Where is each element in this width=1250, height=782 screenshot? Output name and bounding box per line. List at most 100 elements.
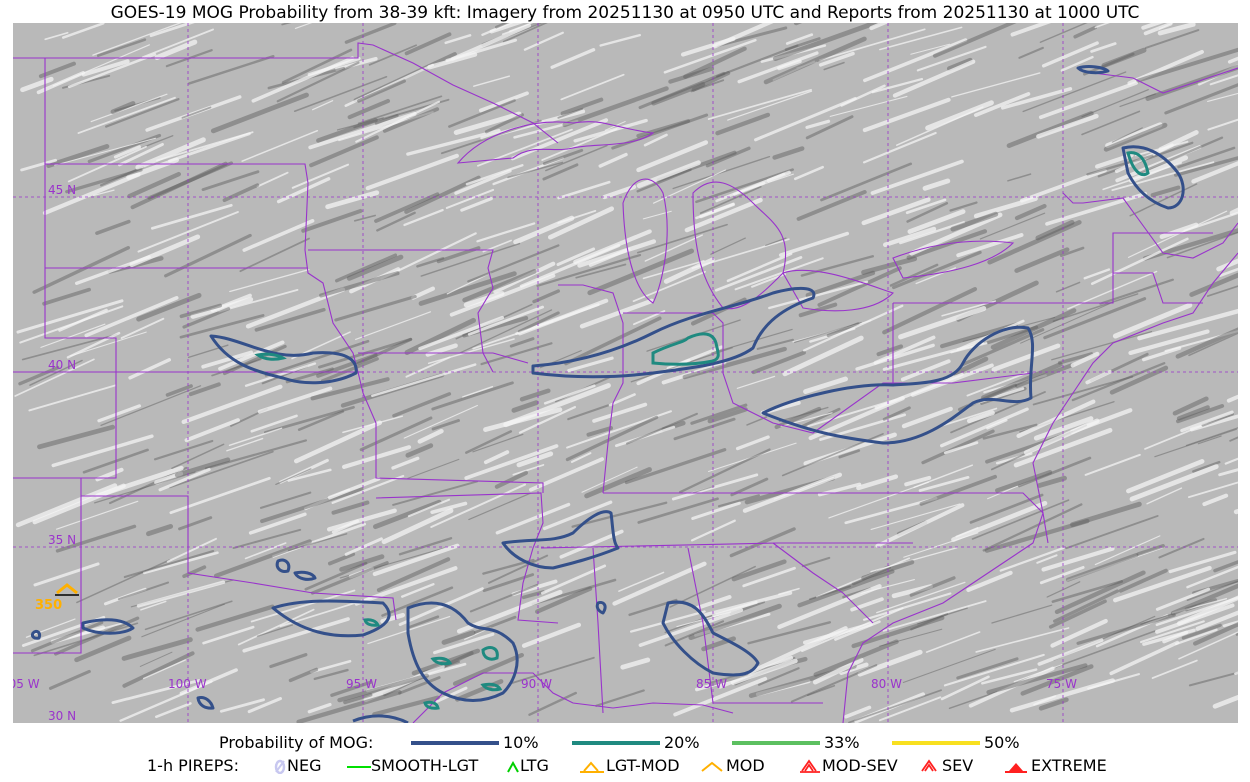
cloud-streak xyxy=(1186,580,1238,601)
cloud-streak xyxy=(100,385,202,426)
cloud-streak xyxy=(1007,173,1032,182)
cloud-streak xyxy=(1158,537,1205,559)
cloud-streak xyxy=(652,169,727,204)
legend-item-neg: NEG xyxy=(273,756,321,775)
cloud-streak xyxy=(509,337,535,348)
cloud-streak xyxy=(982,423,1038,440)
cloud-streak xyxy=(218,340,285,371)
cloud-streak xyxy=(123,549,215,579)
cloud-streak xyxy=(557,180,611,200)
cloud-streak xyxy=(760,44,827,63)
cloud-streak xyxy=(1127,210,1228,258)
cloud-streak xyxy=(111,679,201,705)
lat-label-40n: 40 N xyxy=(48,358,76,372)
cloud-streak xyxy=(460,197,493,212)
cloud-streak xyxy=(169,450,274,489)
cloud-streak xyxy=(293,75,388,112)
cloud-streak xyxy=(430,501,468,515)
cloud-streak xyxy=(643,133,668,147)
cloud-streak xyxy=(1176,595,1238,626)
imagery-background xyxy=(13,23,1238,723)
cloud-streak xyxy=(373,499,442,530)
cloud-streak xyxy=(848,689,942,723)
cloud-streak xyxy=(778,406,829,423)
cloud-streak xyxy=(955,527,979,538)
cloud-streak xyxy=(33,562,100,587)
cloud-streak xyxy=(96,38,147,57)
cloud-streak xyxy=(1066,547,1163,582)
legend-item-10pct: 10% xyxy=(411,733,539,752)
cloud-streak xyxy=(1083,268,1111,280)
probability-legend: Probability of MOG: 10% 20% 33% 50% xyxy=(0,733,1250,755)
cloud-streak xyxy=(756,338,794,350)
cloud-streak xyxy=(518,405,577,434)
cloud-streak xyxy=(418,315,505,351)
cloud-streak xyxy=(444,34,472,45)
cloud-streak xyxy=(1202,493,1229,507)
cloud-streak xyxy=(579,298,655,329)
cloud-streak xyxy=(178,516,213,531)
cloud-streak xyxy=(325,190,380,210)
cloud-streak xyxy=(571,501,668,528)
cloud-streak xyxy=(188,382,221,397)
cloud-streak xyxy=(672,155,771,190)
cloud-streak xyxy=(462,385,494,398)
cloud-streak xyxy=(1183,211,1238,232)
cloud-streak xyxy=(19,305,124,344)
cloud-streak xyxy=(127,171,182,199)
cloud-streak xyxy=(850,597,884,612)
cloud-streak xyxy=(320,357,379,383)
cloud-streak xyxy=(37,424,116,450)
cloud-streak xyxy=(75,255,151,285)
cloud-streak xyxy=(680,36,736,57)
cloud-streak xyxy=(181,106,212,119)
cloud-streak xyxy=(54,616,140,656)
cloud-streak xyxy=(121,637,193,661)
cloud-streak xyxy=(182,565,207,579)
cloud-streak xyxy=(141,603,225,638)
cloud-streak xyxy=(69,331,147,357)
cloud-streak xyxy=(1119,93,1156,108)
cloud-streak xyxy=(716,26,788,47)
cloud-streak xyxy=(782,335,864,377)
cloud-streak xyxy=(374,114,399,125)
cloud-streak xyxy=(612,561,707,606)
lon-label-85w: 85 W xyxy=(696,677,727,691)
cloud-streak xyxy=(1173,156,1238,177)
cloud-streak xyxy=(863,592,952,621)
cloud-streak xyxy=(1111,161,1215,192)
legend-label: 50% xyxy=(984,733,1020,752)
cloud-streak xyxy=(190,297,254,319)
cloud-streak xyxy=(829,95,908,117)
cloud-streak xyxy=(905,198,947,215)
line-swatch-33pct xyxy=(732,740,820,745)
cloud-streak xyxy=(902,648,996,683)
cloud-streak xyxy=(287,533,348,552)
cloud-streak xyxy=(671,473,759,501)
cloud-streak xyxy=(990,308,1077,350)
cloud-streak xyxy=(1192,460,1221,473)
cloud-streak xyxy=(110,101,136,115)
cloud-streak xyxy=(363,664,445,703)
cloud-streak xyxy=(1174,628,1218,646)
cloud-streak xyxy=(164,233,252,278)
cloud-streak xyxy=(1022,71,1127,113)
cloud-streak xyxy=(1059,246,1085,258)
cloud-streak xyxy=(342,445,412,469)
cloud-streak xyxy=(812,657,864,685)
cloud-streak xyxy=(711,328,793,354)
cloud-streak xyxy=(348,566,375,579)
cloud-streak xyxy=(472,320,554,350)
cloud-streak xyxy=(882,287,978,335)
cloud-streak xyxy=(122,651,195,688)
cloud-streak xyxy=(14,358,95,397)
cloud-streak xyxy=(861,197,931,226)
cloud-streak xyxy=(966,372,1028,397)
sev-icon xyxy=(921,758,937,772)
cloud-streak xyxy=(344,23,397,44)
cloud-streak xyxy=(875,503,965,548)
cloud-streak xyxy=(211,358,262,377)
cloud-streak xyxy=(951,72,1041,98)
probability-legend-label: Probability of MOG: xyxy=(219,733,374,752)
cloud-streak xyxy=(727,90,813,121)
